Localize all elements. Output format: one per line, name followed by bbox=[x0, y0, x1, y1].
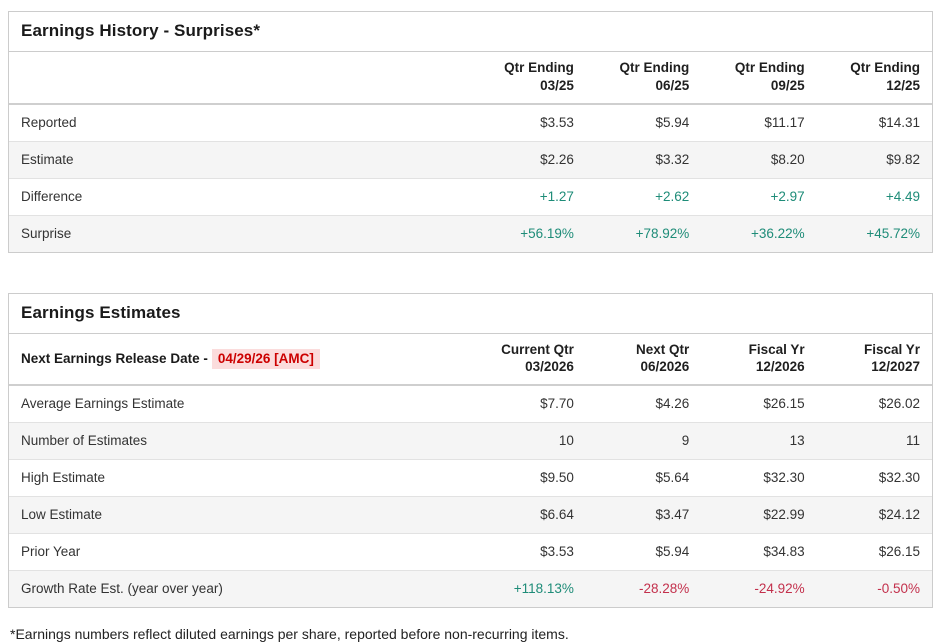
cell-value: 13 bbox=[701, 422, 817, 460]
cell-value: $3.53 bbox=[470, 533, 586, 571]
cell-value: +2.97 bbox=[701, 177, 817, 216]
cell-value: -24.92% bbox=[701, 570, 817, 608]
earnings-history-title: Earnings History - Surprises* bbox=[9, 12, 932, 52]
row-label: Prior Year bbox=[9, 533, 471, 571]
cell-value: $9.50 bbox=[470, 459, 586, 497]
col-header-current-qtr: Current Qtr 03/2026 bbox=[470, 333, 586, 387]
row-label: Number of Estimates bbox=[9, 422, 471, 460]
cell-value: $8.20 bbox=[701, 140, 817, 179]
cell-value: $26.15 bbox=[816, 533, 932, 571]
row-label: High Estimate bbox=[9, 459, 471, 497]
col-header-qtr-1225: Qtr Ending 12/25 bbox=[816, 52, 932, 105]
footnote: *Earnings numbers reflect diluted earnin… bbox=[10, 626, 569, 642]
table-row-surprise: Surprise +56.19% +78.92% +36.22% +45.72% bbox=[9, 214, 932, 252]
cell-value: $11.17 bbox=[764, 114, 805, 130]
cell-value: +56.19% bbox=[470, 214, 586, 252]
cell-value: 9 bbox=[585, 422, 702, 460]
estimates-header-row: Next Earnings Release Date -04/29/26 [AM… bbox=[9, 333, 932, 387]
table-row-growth-rate: Growth Rate Est. (year over year) +118.1… bbox=[9, 570, 932, 608]
row-label: Low Estimate bbox=[9, 496, 471, 534]
table-row-average-estimate: Average Earnings Estimate $7.70 $4.26 $2… bbox=[9, 385, 932, 423]
cell-value: +118.13% bbox=[470, 570, 586, 608]
row-label: Surprise bbox=[9, 214, 471, 252]
cell-value: $5.64 bbox=[585, 459, 702, 497]
col-header-qtr-0625: Qtr Ending 06/25 bbox=[585, 52, 702, 105]
earnings-estimates-title: Earnings Estimates bbox=[9, 294, 932, 334]
cell-value: 10 bbox=[470, 422, 586, 460]
table-row-difference: Difference +1.27 +2.62 +2.97 +4.49 bbox=[9, 177, 932, 216]
cell-value: $22.99 bbox=[701, 496, 817, 534]
cell-value: $3.53 bbox=[540, 114, 574, 130]
release-date-label: Next Earnings Release Date - bbox=[21, 350, 208, 366]
table-row-reported: Reported $3.53 $5.94 $11.17 $14.31 bbox=[9, 104, 932, 142]
cell-value: -0.50% bbox=[816, 570, 932, 608]
cell-value: +2.62 bbox=[585, 177, 702, 216]
cell-value: -28.28% bbox=[585, 570, 702, 608]
cell-value: $9.82 bbox=[816, 140, 932, 179]
row-label: Reported bbox=[21, 114, 77, 130]
earnings-history-table: Qtr Ending 03/25 Qtr Ending 06/25 Qtr En… bbox=[9, 52, 932, 252]
col-header-next-qtr: Next Qtr 06/2026 bbox=[585, 333, 702, 387]
col-header-qtr-0325: Qtr Ending 03/25 bbox=[470, 52, 586, 105]
cell-value: $32.30 bbox=[701, 459, 817, 497]
cell-value: $5.94 bbox=[585, 533, 702, 571]
table-row-prior-year: Prior Year $3.53 $5.94 $34.83 $26.15 bbox=[9, 533, 932, 571]
next-earnings-release: Next Earnings Release Date -04/29/26 [AM… bbox=[9, 333, 471, 387]
release-date-value: 04/29/26 [AMC] bbox=[211, 348, 320, 369]
cell-value: $26.02 bbox=[878, 396, 920, 412]
col-header-fiscal-yr-2027: Fiscal Yr 12/2027 bbox=[816, 333, 932, 387]
cell-value: +36.22% bbox=[701, 214, 817, 252]
cell-value: $14.31 bbox=[878, 114, 920, 130]
cell-value: $34.83 bbox=[701, 533, 817, 571]
table-row-low-estimate: Low Estimate $6.64 $3.47 $22.99 $24.12 bbox=[9, 496, 932, 534]
cell-value: $26.15 bbox=[763, 396, 805, 412]
earnings-estimates-table: Next Earnings Release Date -04/29/26 [AM… bbox=[9, 333, 932, 608]
cell-value: $32.30 bbox=[816, 459, 932, 497]
col-header-fiscal-yr-2026: Fiscal Yr 12/2026 bbox=[701, 333, 817, 387]
cell-value: $3.32 bbox=[585, 140, 702, 179]
cell-value: $24.12 bbox=[816, 496, 932, 534]
history-header-empty bbox=[9, 52, 471, 105]
cell-value: $2.26 bbox=[470, 140, 586, 179]
cell-value: 11 bbox=[816, 422, 932, 460]
cell-value: $5.94 bbox=[655, 114, 690, 130]
table-row-high-estimate: High Estimate $9.50 $5.64 $32.30 $32.30 bbox=[9, 459, 932, 497]
earnings-history-card: Earnings History - Surprises* Qtr Ending… bbox=[8, 11, 933, 253]
row-label: Growth Rate Est. (year over year) bbox=[9, 570, 471, 608]
table-row-estimate: Estimate $2.26 $3.32 $8.20 $9.82 bbox=[9, 140, 932, 179]
cell-value: $6.64 bbox=[470, 496, 586, 534]
row-label: Difference bbox=[9, 177, 471, 216]
cell-value: $4.26 bbox=[655, 396, 690, 412]
row-label: Average Earnings Estimate bbox=[21, 396, 185, 412]
cell-value: +4.49 bbox=[816, 177, 932, 216]
col-header-qtr-0925: Qtr Ending 09/25 bbox=[701, 52, 817, 105]
cell-value: +78.92% bbox=[585, 214, 702, 252]
cell-value: $7.70 bbox=[540, 396, 574, 412]
cell-value: $3.47 bbox=[585, 496, 702, 534]
row-label: Estimate bbox=[9, 140, 471, 179]
table-row-number-of-estimates: Number of Estimates 10 9 13 11 bbox=[9, 422, 932, 460]
earnings-estimates-card: Earnings Estimates Next Earnings Release… bbox=[8, 292, 933, 609]
cell-value: +1.27 bbox=[470, 177, 586, 216]
history-header-row: Qtr Ending 03/25 Qtr Ending 06/25 Qtr En… bbox=[9, 52, 932, 105]
cell-value: +45.72% bbox=[816, 214, 932, 252]
